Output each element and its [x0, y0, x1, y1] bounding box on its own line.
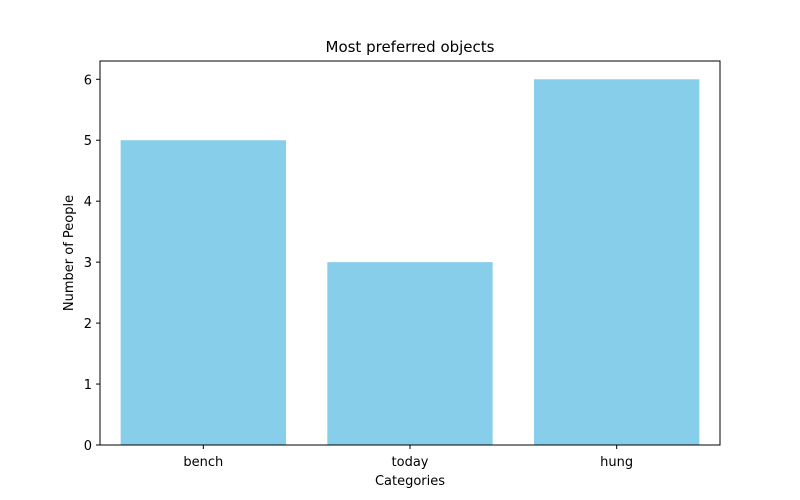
- y-tick-label-0: 0: [84, 439, 92, 454]
- x-axis-label: Categories: [375, 474, 445, 489]
- y-tick-label-3: 3: [84, 256, 92, 271]
- y-tick-label-1: 1: [84, 378, 92, 393]
- y-tick-label-5: 5: [84, 134, 92, 149]
- bar-today: [327, 262, 493, 445]
- bar-hung: [534, 79, 700, 445]
- y-tick-label-4: 4: [84, 195, 92, 210]
- chart-title: Most preferred objects: [326, 38, 495, 56]
- y-tick-label-2: 2: [84, 317, 92, 332]
- y-tick-label-6: 6: [84, 73, 92, 88]
- x-tick-label-today: today: [392, 455, 429, 470]
- bar-bench: [120, 140, 286, 446]
- plot-area: bench today hung 0 1 2 3 4 5 6: [84, 60, 721, 470]
- x-tick-label-hung: hung: [600, 455, 633, 470]
- x-tick-label-bench: bench: [183, 455, 223, 470]
- y-axis-label: Number of People: [62, 195, 77, 311]
